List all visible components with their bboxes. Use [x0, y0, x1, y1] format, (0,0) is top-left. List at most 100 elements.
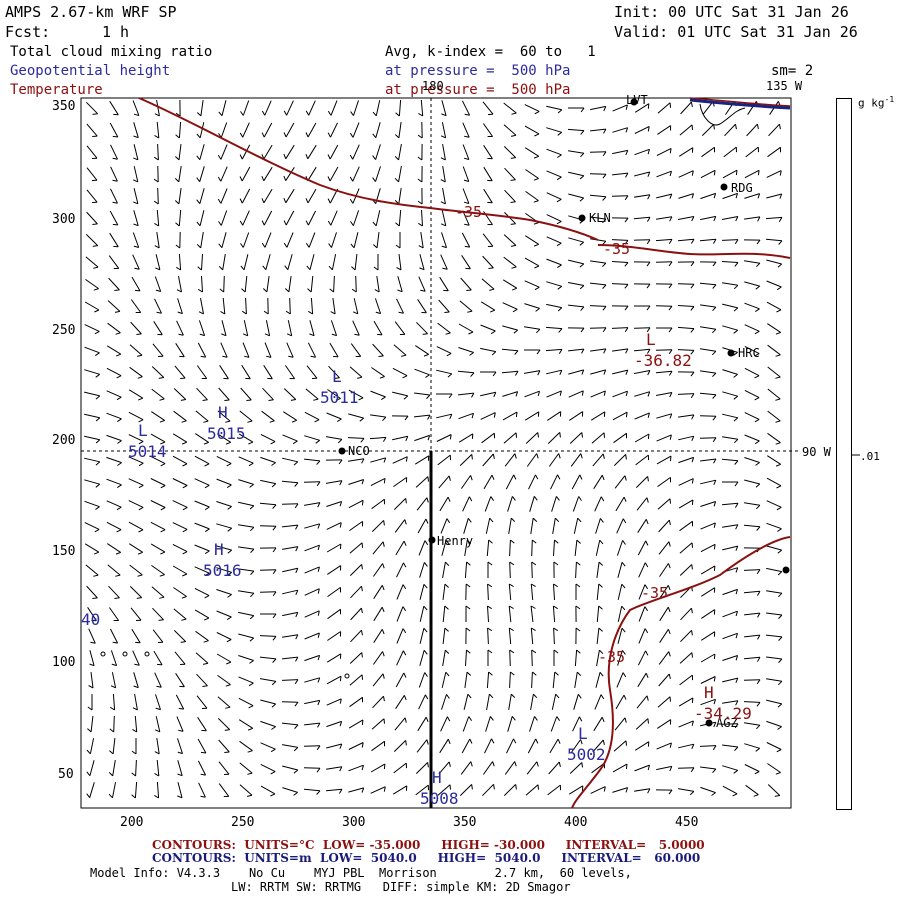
wind-barb: [722, 545, 738, 551]
wind-barb-flag: [426, 394, 431, 399]
wind-barb-flag: [559, 432, 561, 438]
wind-barb-flag: [250, 592, 255, 598]
wind-barb-flag: [372, 133, 377, 139]
wind-barb: [530, 583, 534, 601]
wind-barb-flag: [531, 627, 536, 632]
wind-barb-flag: [204, 506, 210, 511]
wind-barb-flag: [221, 333, 227, 337]
wind-barb: [439, 496, 449, 512]
wind-barb-flag: [86, 771, 91, 777]
wind-barb-flag: [133, 223, 139, 227]
wind-barb-flag: [776, 485, 782, 489]
wind-barb: [634, 126, 650, 134]
wind-barb: [655, 370, 673, 374]
wind-barb-flag: [669, 766, 673, 772]
wind-barb-flag: [598, 583, 603, 588]
wind-barb-flag: [713, 676, 716, 682]
wind-barb-flag: [182, 506, 188, 511]
wind-barb-flag: [534, 716, 538, 721]
wind-barb: [376, 276, 380, 292]
wind-barb: [420, 232, 424, 248]
wind-barb-flag: [372, 111, 377, 117]
wind-barb-flag: [305, 198, 309, 204]
wind-barb-flag: [669, 171, 672, 177]
wind-barb-flag: [625, 391, 628, 397]
wind-barb-flag: [533, 495, 538, 501]
wind-barb-flag: [196, 243, 202, 249]
wind-barb-flag: [381, 629, 385, 635]
high-letter: H: [432, 768, 442, 787]
wind-barb-flag: [598, 561, 604, 566]
x-tick: 200: [120, 815, 144, 830]
wind-barb-flag: [735, 655, 739, 661]
wind-barb: [508, 694, 512, 710]
wind-barb: [86, 123, 98, 137]
wind-barb-flag: [240, 111, 244, 116]
wind-barb-flag: [327, 176, 331, 182]
wind-barb-flag: [733, 417, 739, 422]
model-info: Model Info: V4.3.3 No Cu MYJ PBL Morriso…: [90, 866, 632, 880]
wind-barb: [482, 255, 494, 269]
wind-barb-flag: [734, 503, 739, 508]
wind-barb-flag: [86, 749, 91, 755]
wind-barb: [259, 635, 277, 637]
wind-barb: [220, 188, 228, 204]
wind-barb-flag: [426, 739, 429, 745]
wind-barb: [635, 476, 649, 488]
wind-barb-flag: [777, 703, 783, 708]
wind-barb: [574, 672, 578, 688]
wind-barb: [634, 370, 650, 374]
wind-barb: [527, 738, 537, 754]
wind-barb-flag: [204, 617, 210, 621]
wind-barb-flag: [442, 267, 448, 270]
x-tick: 350: [453, 815, 477, 830]
wind-barb: [614, 717, 626, 731]
wind-barb: [221, 100, 227, 116]
wind-barb: [461, 255, 471, 269]
wind-barb: [156, 738, 160, 754]
wind-barb: [151, 586, 165, 598]
wind-barb: [128, 411, 144, 421]
wind-barb-flag: [712, 239, 717, 244]
wind-barb: [107, 322, 121, 334]
wind-barb: [612, 369, 628, 375]
wind-barb: [282, 589, 298, 595]
wind-barb-flag: [339, 766, 343, 772]
calm-marker: [122, 651, 128, 657]
wind-barb-flag: [778, 614, 783, 619]
wind-barb: [282, 457, 298, 463]
wind-barb-flag: [646, 497, 649, 503]
wind-barb: [722, 192, 738, 200]
wind-barb: [353, 298, 359, 314]
wind-barb-flag: [625, 172, 629, 178]
wind-barb: [352, 144, 360, 160]
wind-barb-flag: [487, 649, 493, 654]
wind-barb: [348, 742, 364, 750]
wind-barb-flag: [713, 653, 716, 659]
wind-barb: [372, 541, 384, 555]
wind-barb-flag: [87, 728, 92, 733]
wind-barb: [154, 298, 162, 314]
wind-barb-flag: [357, 376, 363, 379]
wind-barb: [700, 348, 716, 352]
wind-barb-flag: [349, 198, 354, 204]
wind-barb-flag: [178, 707, 184, 710]
wind-barb-flag: [361, 564, 363, 570]
station-dot-rdg: [720, 183, 728, 191]
wind-barb: [680, 629, 692, 643]
wind-barb-flag: [575, 627, 581, 632]
wind-barb-flag: [224, 399, 230, 401]
wind-barb: [722, 632, 738, 640]
wind-barb: [612, 172, 628, 176]
wind-barb-flag: [94, 551, 99, 555]
wind-barb: [546, 390, 562, 398]
wind-barb-flag: [647, 764, 650, 771]
wind-barb: [372, 343, 384, 357]
wind-barb-flag: [224, 751, 230, 753]
wind-barb: [172, 433, 188, 443]
wind-barb-flag: [396, 267, 402, 271]
wind-barb-flag: [217, 198, 222, 204]
wind-barb-flag: [558, 328, 563, 333]
wind-barb-flag: [713, 565, 716, 571]
